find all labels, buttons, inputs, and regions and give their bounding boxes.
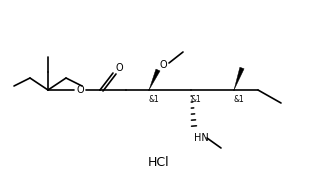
Polygon shape <box>149 69 160 90</box>
Text: O: O <box>159 60 167 70</box>
Text: &1: &1 <box>149 96 160 105</box>
Text: O: O <box>115 63 123 73</box>
Polygon shape <box>234 67 244 90</box>
Text: &1: &1 <box>191 96 201 105</box>
Text: HCl: HCl <box>148 156 170 170</box>
Text: O: O <box>76 85 84 95</box>
Text: &1: &1 <box>234 96 244 105</box>
Text: HN: HN <box>194 133 209 143</box>
